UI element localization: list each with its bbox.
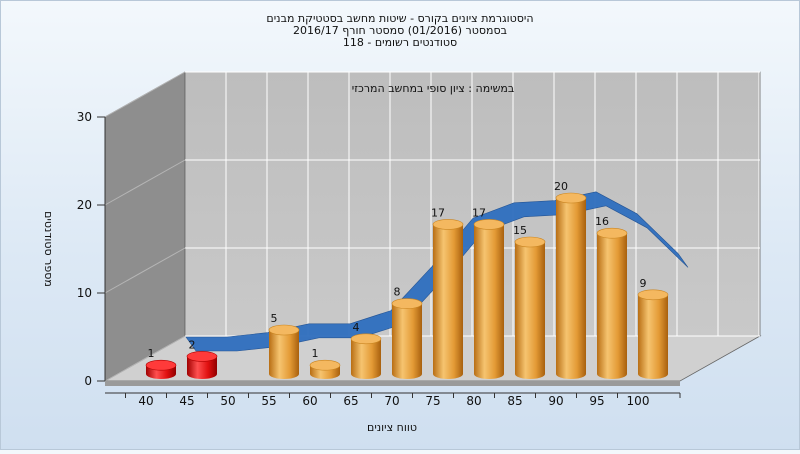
bar-data-label: 2 (189, 338, 196, 351)
bar-data-label: 5 (271, 312, 278, 325)
y-axis-title: מספר סטודנטים (42, 211, 55, 287)
chart-title-line-1: היסטוגרמת ציונים בקורס - שיטות מחשב בסטט… (266, 12, 533, 25)
bar-40: 1 (145, 347, 177, 379)
y-tick-label: 30 (77, 110, 92, 124)
grid-line-side (104, 247, 186, 294)
x-tick-label: 55 (261, 394, 276, 408)
x-tick-label: 45 (179, 394, 194, 408)
bar-body (187, 356, 217, 379)
chart-title-line-2: בסמסטר (01/2016) סמסטר חורף 2016/17 (293, 24, 507, 37)
side-wall (104, 71, 186, 382)
bar-80: 17 (472, 206, 505, 379)
chart-title-line-3: 118 - סטודנטים רשומים (343, 36, 457, 49)
x-tick-label: 85 (507, 394, 522, 408)
bar-data-label: 4 (353, 321, 360, 334)
chart-subtitle: במשימה : ציון סופי במחשב המרכזי (352, 82, 515, 95)
x-tick-label: 40 (138, 394, 153, 408)
bar-data-label: 15 (513, 224, 527, 237)
bar-top (391, 298, 423, 309)
bar-top (473, 219, 505, 230)
gridlines (104, 71, 760, 382)
bar-top (186, 351, 218, 362)
bar-95: 16 (595, 215, 628, 379)
bar-body (556, 198, 586, 379)
bar-top (309, 359, 341, 371)
bar-body (638, 294, 668, 379)
y-tick-label: 20 (77, 198, 92, 212)
bar-top (555, 192, 587, 204)
grid-line-side (104, 159, 186, 206)
bar-data-label: 1 (148, 347, 155, 360)
bar-top (350, 333, 382, 345)
x-tick-label: 80 (466, 394, 481, 408)
bar-85: 15 (513, 224, 546, 379)
bar-90: 20 (554, 180, 587, 379)
y-axis: 0 10 20 30 (77, 110, 106, 388)
bar-75: 17 (431, 206, 464, 379)
bar-top (268, 324, 300, 336)
bar-data-label: 9 (640, 277, 647, 290)
bar-top (145, 359, 177, 371)
bar-top (432, 219, 464, 230)
bar-100: 9 (637, 277, 669, 379)
bar-data-label: 1 (312, 347, 319, 360)
bars: 1 2 5 1 4 8 17 17 15 20 16 9 (145, 180, 669, 379)
grid-line-side (104, 71, 186, 118)
bar-data-label: 17 (431, 206, 445, 219)
x-tick-label: 90 (548, 394, 563, 408)
grid-line-side (104, 335, 186, 382)
x-tick-label: 95 (589, 394, 604, 408)
bar-top (637, 289, 669, 301)
bar-data-label: 8 (394, 286, 401, 299)
x-tick-label: 75 (425, 394, 440, 408)
bar-top (514, 236, 546, 248)
bar-data-label: 17 (472, 206, 486, 219)
x-tick-label: 70 (384, 394, 399, 408)
bar-body (351, 338, 381, 379)
bar-60: 1 (309, 347, 341, 379)
bar-55: 5 (268, 312, 300, 379)
bar-body (269, 330, 299, 379)
bar-body (597, 233, 627, 379)
bar-body (474, 224, 504, 379)
y-tick-label: 0 (84, 374, 92, 388)
bar-top (596, 227, 628, 239)
bar-data-label: 20 (554, 180, 568, 193)
bar-body (392, 303, 422, 379)
floor-edge (105, 381, 680, 386)
y-tick-label: 10 (77, 286, 92, 300)
x-tick-label: 50 (220, 394, 235, 408)
bar-65: 4 (350, 321, 382, 379)
bar-70: 8 (391, 286, 423, 379)
bar-45: 2 (186, 338, 218, 379)
x-axis-title: טווח ציונים (367, 421, 417, 434)
bar-body (433, 224, 463, 379)
bar-data-label: 16 (595, 215, 609, 228)
x-axis: 40 45 50 55 60 65 70 75 80 85 90 95 100 (105, 392, 681, 408)
x-tick-label: 60 (302, 394, 317, 408)
bar-body (515, 242, 545, 379)
x-tick-label: 100 (627, 394, 650, 408)
x-tick-label: 65 (343, 394, 358, 408)
